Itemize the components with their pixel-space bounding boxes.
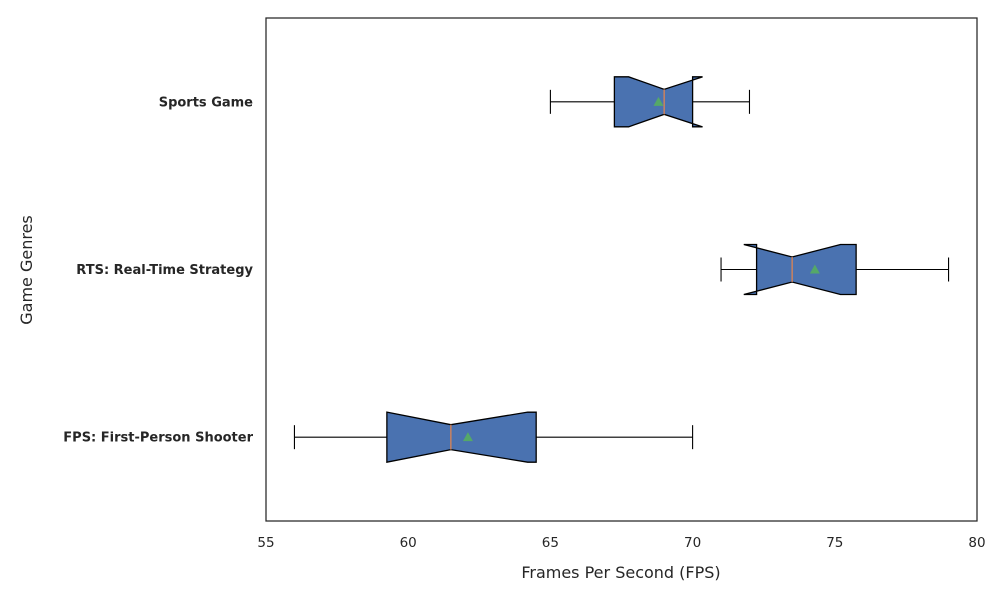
x-tick-label: 65 [542,535,559,551]
mean-marker [653,96,664,106]
box-group [549,76,751,128]
box-body [743,243,857,296]
x-tick-label: 80 [968,535,985,551]
box-group [293,411,694,463]
x-axis-title: Frames Per Second (FPS) [521,563,720,582]
x-tick-label: 70 [684,535,701,551]
boxes-layer [293,76,950,463]
mean-marker [809,264,820,274]
y-category-label: Sports Game [159,95,253,110]
x-tick-labels: 55 60 65 70 75 80 [257,535,985,551]
y-axis-title: Game Genres [17,215,36,325]
x-tick-label: 75 [826,535,843,551]
mean-marker [462,432,473,442]
y-category-label: RTS: Real-Time Strategy [76,263,253,278]
x-tick-label: 55 [257,535,274,551]
y-category-label: FPS: First-Person Shooter [63,431,253,446]
y-category-labels: FPS: First-Person Shooter RTS: Real-Time … [63,95,253,445]
box-group [720,243,950,296]
box-body [386,411,537,463]
x-tick-label: 60 [400,535,417,551]
